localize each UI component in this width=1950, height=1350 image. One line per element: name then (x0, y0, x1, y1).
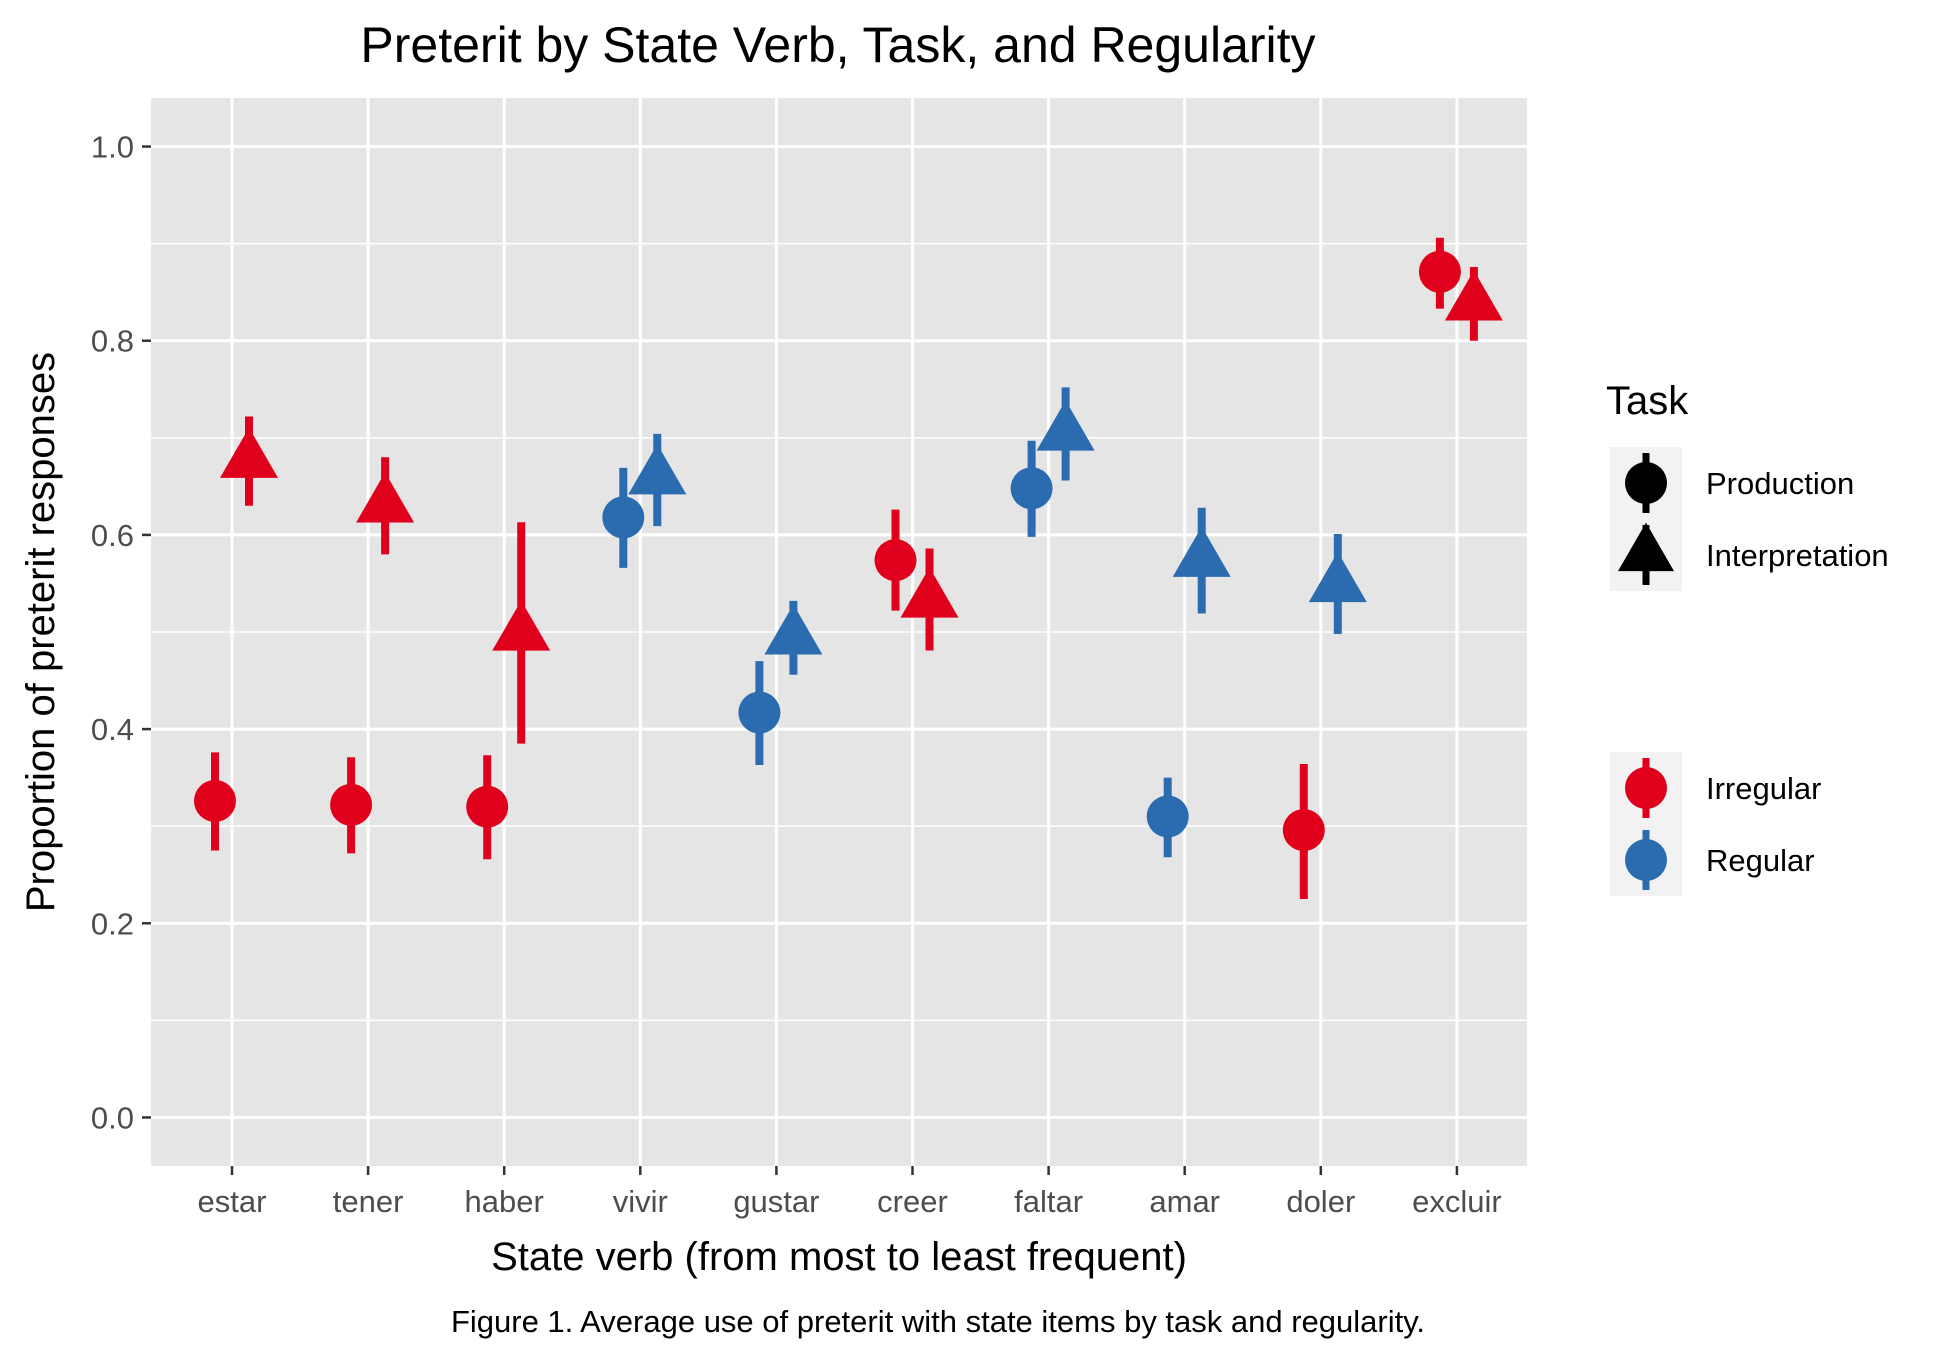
data-point-vivir-production (602, 467, 645, 568)
data-point-tener-interpretation (356, 457, 415, 555)
data-point-creer-production (874, 509, 917, 611)
legend-task-entry-production: Production (1610, 447, 1854, 519)
point-marker-circle (330, 783, 373, 826)
x-axis: estar tener haber vivir gustar creer faltar ama… (198, 1166, 1502, 1219)
data-point-excluir-interpretation (1444, 266, 1503, 341)
figure-caption: Figure 1. Average use of preterit with s… (451, 1304, 1425, 1339)
point-marker-triangle (628, 444, 687, 495)
data-point-amar-production (1146, 777, 1189, 858)
point-marker-circle (1146, 795, 1189, 838)
y-tick-label: 0.8 (91, 324, 134, 359)
legend-regularity-entry-regular: Regular (1610, 824, 1815, 896)
x-tick-label: estar (198, 1184, 267, 1219)
legend-task-entry-interpretation: Interpretation (1610, 519, 1889, 591)
legend-task-label: Interpretation (1706, 538, 1889, 573)
point-marker-triangle (356, 472, 415, 523)
y-tick-label: 1.0 (91, 130, 134, 165)
legend: Task Production Interpretation Irregular Re… (1606, 379, 1889, 896)
point-marker-triangle (1444, 270, 1503, 321)
data-point-gustar-production (738, 661, 781, 766)
legend-key-circle (1625, 767, 1667, 809)
data-point-estar-production (194, 752, 236, 851)
data-point-doler-interpretation (1308, 533, 1367, 634)
x-tick-label: tener (333, 1184, 404, 1219)
x-tick-label: gustar (733, 1184, 819, 1219)
y-axis-title: Proportion of preterit responses (19, 352, 63, 912)
x-tick-label: faltar (1014, 1184, 1083, 1219)
point-marker-circle (1282, 809, 1325, 852)
data-point-tener-production (330, 757, 373, 854)
y-tick-label: 0.0 (91, 1100, 134, 1135)
point-marker-circle (738, 691, 781, 734)
x-tick-label: amar (1149, 1184, 1220, 1219)
point-marker-triangle (1036, 400, 1095, 451)
x-tick-label: creer (877, 1184, 948, 1219)
legend-task-label: Production (1706, 466, 1854, 501)
legend-key-triangle (1618, 522, 1674, 572)
point-marker-circle (602, 496, 645, 539)
legend-regularity-label: Regular (1706, 843, 1815, 878)
point-marker-triangle (900, 567, 959, 618)
data-points (194, 237, 1503, 899)
point-marker-triangle (220, 427, 278, 478)
data-point-excluir-production (1418, 237, 1461, 309)
data-point-gustar-interpretation (764, 600, 823, 675)
data-point-creer-interpretation (900, 548, 959, 651)
point-marker-triangle (492, 600, 551, 651)
chart-title: Preterit by State Verb, Task, and Regula… (360, 17, 1315, 73)
data-point-estar-interpretation (220, 416, 278, 506)
legend-key-circle (1625, 839, 1667, 881)
y-tick-label: 0.2 (91, 906, 134, 941)
data-point-faltar-production (1010, 440, 1053, 537)
point-marker-circle (194, 779, 236, 822)
point-marker-circle (466, 785, 509, 828)
data-point-faltar-interpretation (1036, 387, 1095, 481)
legend-regularity-entry-irregular: Irregular (1610, 752, 1821, 824)
point-marker-triangle (1308, 551, 1367, 603)
legend-key-circle (1625, 462, 1667, 504)
y-tick-label: 0.4 (91, 712, 134, 747)
x-tick-label: doler (1286, 1184, 1355, 1219)
grid-lines (151, 98, 1527, 1166)
data-point-haber-interpretation (492, 522, 551, 744)
point-marker-triangle (764, 604, 823, 655)
x-tick-label: excluir (1412, 1184, 1502, 1219)
point-marker-triangle (1172, 526, 1231, 577)
data-point-haber-production (466, 755, 509, 860)
point-marker-circle (1010, 467, 1053, 510)
data-point-vivir-interpretation (628, 433, 687, 527)
x-tick-label: haber (465, 1184, 544, 1219)
y-tick-label: 0.6 (91, 518, 134, 553)
legend-regularity-label: Irregular (1706, 771, 1821, 806)
point-marker-circle (874, 539, 917, 582)
y-axis: 0.0 0.2 0.4 0.6 0.8 1.0 (91, 130, 151, 1135)
legend-task-title: Task (1606, 379, 1689, 423)
x-axis-title: State verb (from most to least frequent) (491, 1235, 1187, 1279)
x-tick-label: vivir (613, 1184, 668, 1219)
point-marker-circle (1418, 250, 1461, 293)
data-point-amar-interpretation (1172, 507, 1231, 614)
data-point-doler-production (1282, 764, 1325, 899)
